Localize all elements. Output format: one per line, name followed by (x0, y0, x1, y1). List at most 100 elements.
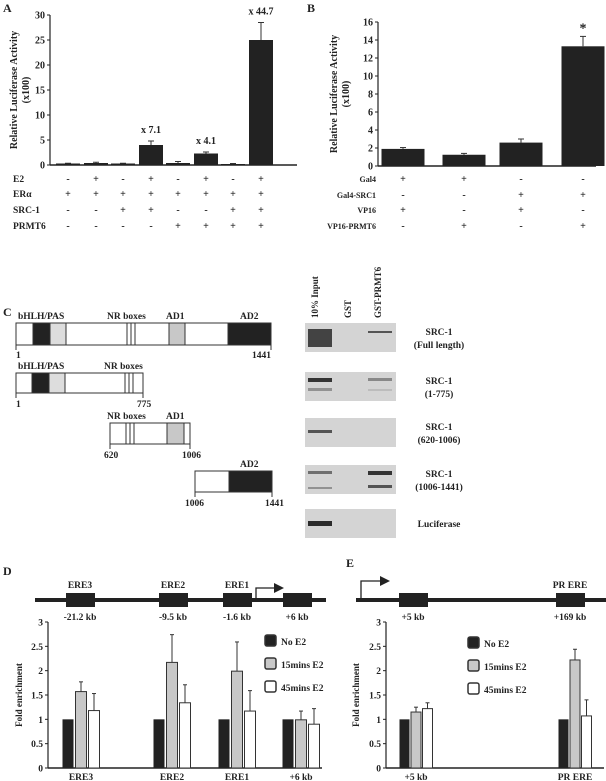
condition-value: - (204, 205, 207, 216)
condition-value: - (94, 205, 97, 216)
ere-label: ERE1 (225, 581, 250, 591)
y-tick-label: 0 (368, 162, 373, 173)
condition-value: + (258, 221, 264, 232)
y-tick-label: 30 (35, 11, 45, 22)
blot-membrane (305, 465, 396, 494)
position-label: -21.2 kb (64, 613, 97, 623)
bar (166, 163, 190, 165)
legend-label: No E2 (484, 640, 509, 650)
start-residue: 1 (16, 400, 21, 410)
panel-c: bHLH/PAS NR boxes AD1 AD2 1 1441 bHLH/PAS NR bo… (15, 266, 464, 538)
position-label: +169 kb (554, 613, 587, 623)
domain-label: NR boxes (107, 412, 146, 422)
condition-label: Gal4-SRC1 (337, 191, 376, 200)
domain-block (166, 422, 185, 445)
tss-arrowhead-icon (274, 583, 284, 593)
y-tick-label: 1 (376, 716, 381, 726)
condition-value: - (462, 205, 465, 216)
ere-box (399, 593, 428, 607)
condition-value: + (203, 221, 209, 232)
bar-no-e2 (218, 719, 230, 768)
condition-value: + (93, 189, 99, 200)
condition-value: + (258, 205, 264, 216)
condition-value: - (121, 174, 124, 185)
western-blot-3: SRC-1 (620-1006) (305, 418, 460, 447)
y-tick-label: 16 (363, 18, 373, 29)
bar-no-e2 (282, 719, 294, 768)
domain-label: NR boxes (107, 312, 146, 322)
panel-label-B: B (307, 1, 315, 15)
y-tick-label: 1.5 (369, 692, 381, 702)
blot-label: Luciferase (418, 520, 461, 530)
condition-value: + (518, 190, 524, 201)
bar-no-e2 (558, 719, 569, 768)
panel-gap (326, 590, 356, 612)
bar-45mins-e2 (422, 708, 433, 769)
blot-band (308, 521, 332, 526)
blot-label-detail: (1006-1441) (415, 482, 463, 493)
legend-swatch (264, 657, 277, 670)
domain-label: bHLH/PAS (18, 362, 64, 372)
tss-arrow-icon (360, 580, 380, 600)
y-axis-label-unit: (x100) (341, 81, 352, 108)
condition-value: - (94, 221, 97, 232)
x-tick-label: PR ERE (558, 773, 593, 781)
condition-value: + (230, 221, 236, 232)
condition-value: + (203, 189, 209, 200)
bar-15mins-e2 (295, 719, 307, 769)
domain-label: AD1 (166, 412, 185, 422)
condition-value: + (461, 174, 467, 185)
blot-label: SRC-1 (426, 423, 453, 433)
y-tick-label: 1.5 (31, 692, 43, 702)
condition-value: + (461, 221, 467, 232)
domain-block (49, 322, 67, 346)
bar-45mins-e2 (244, 710, 256, 769)
blot-band (368, 471, 392, 475)
construct-2: bHLH/PAS NR boxes 1 775 (15, 362, 152, 410)
y-tick-label: 2 (368, 144, 373, 155)
western-blot-4: SRC-1 (1006-1441) (305, 465, 463, 494)
y-tick-label: 0.5 (31, 740, 43, 750)
y-tick-label: 12 (363, 54, 373, 65)
bar (221, 164, 245, 165)
domain-block (168, 322, 186, 346)
y-tick-label: 2.5 (31, 643, 43, 653)
position-label: +6 kb (285, 613, 308, 623)
x-tick-label: ERE2 (160, 773, 185, 781)
panel-label-C: C (3, 305, 12, 319)
chart-panel-A: 0 5 10 15 20 25 30 Relative Luciferase Activity… (9, 7, 297, 232)
condition-value: + (120, 189, 126, 200)
domain-block (31, 372, 50, 394)
y-tick-label: 3 (376, 619, 381, 629)
y-tick-label: 15 (35, 86, 45, 97)
blot-label: SRC-1 (426, 470, 453, 480)
gene-map: +5 kb PR ERE +169 kb (356, 576, 606, 623)
condition-value: - (66, 174, 69, 185)
position-label: -9.5 kb (159, 613, 187, 623)
blot-label-detail: (620-1006) (418, 435, 461, 446)
bar-15mins-e2 (75, 691, 87, 769)
chart-panel-B: 0 2 4 6 8 10 12 14 16 Relative Luciferase Activit… (327, 18, 605, 232)
y-tick-label: 0.5 (369, 740, 381, 750)
domain-label: bHLH/PAS (18, 312, 64, 322)
condition-value: - (66, 221, 69, 232)
bar (111, 163, 135, 165)
y-axis-label: Relative Luciferase Activity (9, 31, 20, 149)
condition-label: VP16 (357, 206, 376, 215)
construct-1: bHLH/PAS NR boxes AD1 AD2 1 1441 (15, 312, 272, 361)
condition-value: - (121, 221, 124, 232)
blot-band (308, 487, 332, 489)
western-blot-5: Luciferase (305, 509, 460, 538)
condition-value: + (518, 205, 524, 216)
condition-value: - (519, 221, 522, 232)
bar-45mins-e2 (179, 702, 191, 769)
condition-value: - (401, 190, 404, 201)
legend-label: 45mins E2 (484, 686, 527, 696)
y-axis-label: Relative Luciferase Activity (329, 35, 340, 153)
y-tick-label: 3 (38, 619, 43, 629)
western-blot-1: SRC-1 (Full length) (305, 323, 464, 352)
bar (84, 163, 108, 165)
bar-annotation: x 44.7 (249, 7, 274, 18)
condition-value: + (175, 189, 181, 200)
bar (561, 46, 605, 166)
